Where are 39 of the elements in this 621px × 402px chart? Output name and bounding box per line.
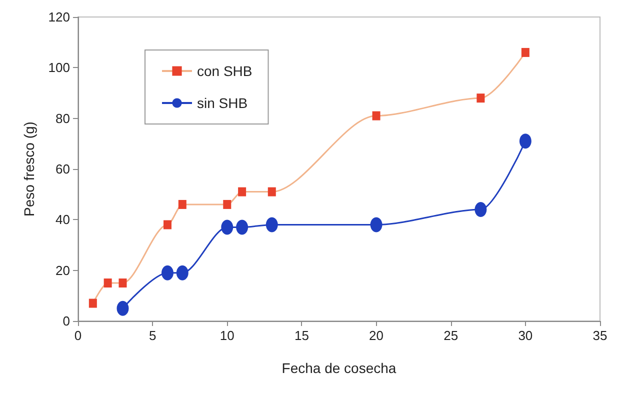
point (474, 202, 487, 218)
y-tick-label: 20 (56, 262, 70, 278)
point (88, 298, 97, 308)
point (162, 265, 174, 280)
y-tick-label: 0 (62, 314, 70, 328)
x-tick-label: 25 (444, 328, 458, 343)
point (116, 300, 129, 316)
x-tick-label: 30 (518, 328, 533, 343)
point (476, 94, 485, 103)
point (118, 278, 127, 288)
x-tick-label: 15 (294, 328, 309, 343)
point (221, 220, 234, 235)
x-tick-label: 0 (74, 328, 82, 343)
x-tick-label: 5 (148, 328, 156, 343)
y-tick-label: 120 (48, 10, 70, 24)
legend-label: sin SHB (197, 95, 248, 111)
point (178, 200, 186, 209)
x-tick-label: 35 (592, 328, 608, 343)
x-axis-title: Fecha de cosecha (282, 360, 396, 376)
point (266, 217, 278, 232)
y-axis-title: Peso fresco (g) (21, 122, 37, 216)
point (238, 187, 246, 196)
point (519, 134, 532, 149)
legend-label: con SHB (197, 63, 252, 79)
y-tick-label: 100 (48, 60, 70, 76)
x-tick-label: 20 (369, 328, 384, 343)
point (163, 220, 172, 230)
x-tick-label: 10 (220, 328, 234, 343)
point (176, 265, 188, 280)
point (236, 220, 248, 235)
y-tick-label: 40 (56, 212, 70, 228)
point (268, 187, 276, 196)
y-tick-label: 80 (56, 110, 70, 126)
point (223, 200, 232, 209)
point (370, 217, 382, 232)
point (372, 111, 380, 120)
point (521, 48, 530, 57)
y-tick-label: 60 (56, 162, 70, 176)
point (104, 278, 112, 288)
